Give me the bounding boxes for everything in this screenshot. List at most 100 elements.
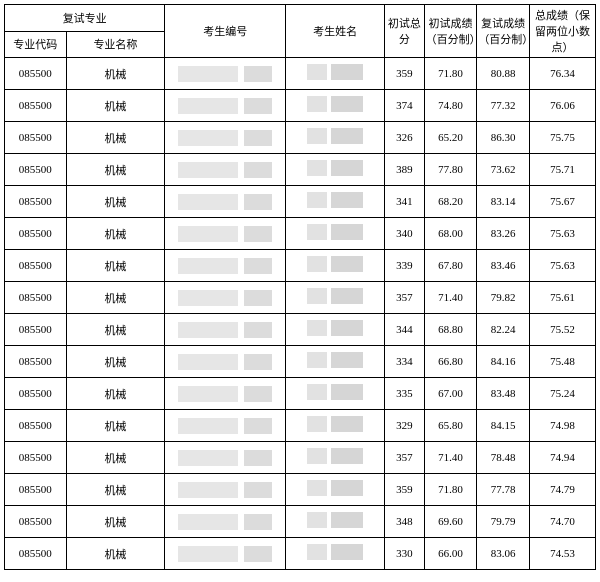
redacted-block [178,290,238,306]
table-row: 085500机械34468.8082.2475.52 [5,314,596,346]
table-row: 085500机械34869.6079.7974.70 [5,506,596,538]
cell-prelim: 66.80 [424,346,477,378]
table-row: 085500机械33567.0083.4875.24 [5,378,596,410]
cell-retest: 83.06 [477,538,530,570]
cell-retest: 77.32 [477,90,530,122]
cell-code: 085500 [5,538,67,570]
cell-prelim: 74.80 [424,90,477,122]
cell-student-name [286,474,385,506]
results-table: 复试专业 考生编号 考生姓名 初试总分 初试成绩（百分制） 复试成绩（百分制） … [4,4,596,570]
table-row: 085500机械35971.8080.8876.34 [5,58,596,90]
cell-retest: 80.88 [477,58,530,90]
redacted-block [307,256,327,272]
cell-final: 74.70 [530,506,596,538]
cell-final: 74.53 [530,538,596,570]
table-row: 085500机械35771.4078.4874.94 [5,442,596,474]
cell-retest: 82.24 [477,314,530,346]
cell-prelim: 65.80 [424,410,477,442]
cell-code: 085500 [5,250,67,282]
cell-student-name [286,538,385,570]
redacted-block [331,512,363,528]
redacted-block [244,354,272,370]
cell-prelim: 69.60 [424,506,477,538]
cell-student-name [286,154,385,186]
cell-name: 机械 [66,250,165,282]
table-row: 085500机械34068.0083.2675.63 [5,218,596,250]
cell-student-name [286,122,385,154]
header-prelim-total: 初试总分 [385,5,425,58]
cell-exam-id [165,218,286,250]
cell-total: 330 [385,538,425,570]
redacted-block [331,96,363,112]
redacted-block [244,66,272,82]
redacted-block [178,354,238,370]
redacted-block [244,418,272,434]
cell-final: 76.34 [530,58,596,90]
cell-retest: 77.78 [477,474,530,506]
redacted-block [178,66,238,82]
cell-prelim: 68.80 [424,314,477,346]
redacted-block [178,194,238,210]
redacted-block [331,128,363,144]
table-row: 085500机械35771.4079.8275.61 [5,282,596,314]
redacted-block [244,258,272,274]
cell-retest: 84.16 [477,346,530,378]
redacted-block [331,320,363,336]
table-row: 085500机械34168.2083.1475.67 [5,186,596,218]
redacted-block [307,160,327,176]
cell-name: 机械 [66,122,165,154]
cell-total: 326 [385,122,425,154]
redacted-block [331,448,363,464]
cell-final: 75.67 [530,186,596,218]
cell-retest: 73.62 [477,154,530,186]
header-final-score: 总成绩（保留两位小数点） [530,5,596,58]
cell-student-name [286,90,385,122]
cell-name: 机械 [66,506,165,538]
cell-name: 机械 [66,282,165,314]
cell-total: 359 [385,58,425,90]
cell-student-name [286,346,385,378]
redacted-block [178,386,238,402]
table-row: 085500机械37474.8077.3276.06 [5,90,596,122]
cell-prelim: 71.80 [424,474,477,506]
table-header: 复试专业 考生编号 考生姓名 初试总分 初试成绩（百分制） 复试成绩（百分制） … [5,5,596,58]
table-row: 085500机械35971.8077.7874.79 [5,474,596,506]
cell-final: 74.98 [530,410,596,442]
redacted-block [307,64,327,80]
cell-prelim: 66.00 [424,538,477,570]
cell-name: 机械 [66,186,165,218]
cell-exam-id [165,474,286,506]
redacted-block [244,162,272,178]
cell-student-name [286,442,385,474]
cell-total: 329 [385,410,425,442]
redacted-block [307,544,327,560]
cell-retest: 84.15 [477,410,530,442]
cell-exam-id [165,186,286,218]
cell-retest: 83.48 [477,378,530,410]
header-student-name: 考生姓名 [286,5,385,58]
cell-prelim: 67.80 [424,250,477,282]
cell-total: 344 [385,314,425,346]
cell-exam-id [165,154,286,186]
redacted-block [307,512,327,528]
redacted-block [244,546,272,562]
redacted-block [244,194,272,210]
cell-student-name [286,410,385,442]
cell-retest: 78.48 [477,442,530,474]
cell-final: 75.24 [530,378,596,410]
cell-final: 75.75 [530,122,596,154]
redacted-block [244,450,272,466]
cell-exam-id [165,378,286,410]
redacted-block [178,258,238,274]
cell-final: 75.48 [530,346,596,378]
cell-final: 75.52 [530,314,596,346]
cell-student-name [286,506,385,538]
redacted-block [178,130,238,146]
redacted-block [307,384,327,400]
cell-code: 085500 [5,154,67,186]
cell-prelim: 71.80 [424,58,477,90]
table-row: 085500机械33967.8083.4675.63 [5,250,596,282]
cell-prelim: 67.00 [424,378,477,410]
table-row: 085500机械33066.0083.0674.53 [5,538,596,570]
table-row: 085500机械32965.8084.1574.98 [5,410,596,442]
